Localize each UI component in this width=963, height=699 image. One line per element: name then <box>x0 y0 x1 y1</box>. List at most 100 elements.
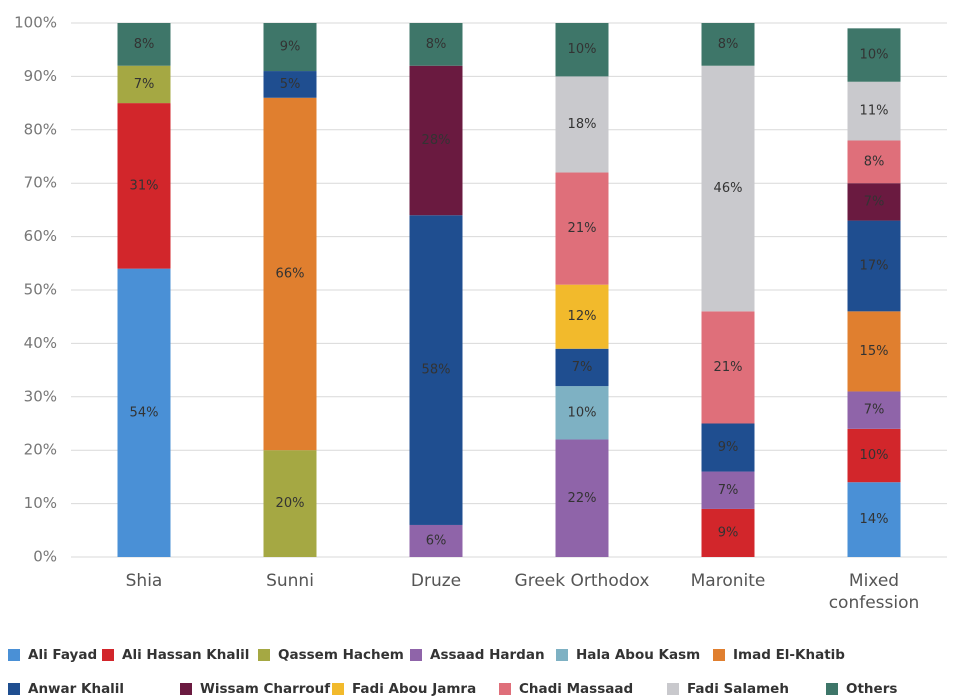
x-tick-label: Druze <box>411 571 461 591</box>
bar-segment <box>847 428 901 483</box>
value-label: 18% <box>568 117 597 132</box>
value-label: 22% <box>568 491 597 506</box>
x-tick-label-line: Mixed <box>849 571 899 591</box>
legend-label: Anwar Khalil <box>28 681 124 697</box>
value-label: 17% <box>860 258 889 273</box>
y-tick-label: 70% <box>24 174 57 192</box>
y-tick-label: 90% <box>24 67 57 85</box>
bar-segment <box>701 311 755 424</box>
value-label: 46% <box>714 181 743 196</box>
bar-segment <box>847 28 901 82</box>
legend-marker <box>8 649 20 661</box>
value-label: 21% <box>568 221 597 236</box>
bar-segment <box>117 268 171 557</box>
value-label: 6% <box>426 533 447 548</box>
value-label: 8% <box>864 154 885 169</box>
legend-label: Fadi Salameh <box>687 681 789 697</box>
legend-label: Ali Hassan Khalil <box>122 647 249 663</box>
y-tick-label: 100% <box>14 14 57 32</box>
bar-segment <box>847 140 901 184</box>
y-tick-label: 0% <box>33 548 57 566</box>
value-label: 8% <box>718 37 739 52</box>
value-label: 28% <box>422 133 451 148</box>
value-label: 15% <box>860 344 889 359</box>
legend-marker <box>713 649 725 661</box>
value-label: 7% <box>864 403 885 418</box>
value-label: 11% <box>860 104 889 119</box>
bar-segment <box>701 471 755 509</box>
legend-label: Hala Abou Kasm <box>576 647 700 663</box>
bar-segment <box>847 482 901 557</box>
bar-segment <box>263 71 317 98</box>
bar-segment <box>409 65 463 216</box>
y-tick-label: 10% <box>24 494 57 512</box>
bar-segment <box>555 172 609 285</box>
x-tick-label: Maronite <box>691 571 766 591</box>
value-label: 10% <box>568 42 597 57</box>
bar-segment <box>847 81 901 141</box>
y-tick-label: 20% <box>24 441 57 459</box>
legend-marker <box>332 683 344 695</box>
bar-segment <box>555 23 609 77</box>
bar-segment <box>409 524 463 557</box>
bar-segment <box>847 391 901 429</box>
legend-marker <box>499 683 511 695</box>
x-tick-label: Shia <box>126 571 163 591</box>
value-label: 7% <box>134 77 155 92</box>
value-label: 66% <box>276 266 305 281</box>
legend-label: Others <box>846 681 897 697</box>
y-tick-label: 60% <box>24 227 57 245</box>
bar-segment <box>701 423 755 472</box>
x-tick-label-line: confession <box>829 593 920 613</box>
legend-label: Chadi Massaad <box>519 681 633 697</box>
bar-segment <box>409 23 463 66</box>
bar-segment <box>555 76 609 173</box>
value-label: 7% <box>718 483 739 498</box>
value-label: 31% <box>130 178 159 193</box>
bar-segment <box>117 65 171 104</box>
legend-marker <box>556 649 568 661</box>
value-label: 9% <box>280 40 301 55</box>
value-label: 5% <box>280 77 301 92</box>
x-tick-label: Mixed confession <box>829 571 920 613</box>
bar-segment <box>263 450 317 557</box>
value-label: 10% <box>860 448 889 463</box>
legend-marker <box>8 683 20 695</box>
legend-marker <box>258 649 270 661</box>
bar-segment <box>409 215 463 525</box>
bar-segment <box>847 311 901 392</box>
bar-segment <box>555 348 609 387</box>
value-label: 9% <box>718 525 739 540</box>
y-tick-label: 40% <box>24 334 57 352</box>
x-tick-label: Greek Orthodox <box>515 571 650 591</box>
value-label: 20% <box>276 496 305 511</box>
legend-label: Wissam Charrouf <box>200 681 330 697</box>
value-label: 10% <box>860 48 889 63</box>
bar-segment <box>555 439 609 557</box>
value-label: 10% <box>568 405 597 420</box>
legend-marker <box>410 649 422 661</box>
bar-segment <box>263 23 317 72</box>
x-tick-label: Sunni <box>266 571 314 591</box>
legend-label: Fadi Abou Jamra <box>352 681 476 697</box>
value-label: 58% <box>422 363 451 378</box>
bar-segment <box>117 103 171 269</box>
legend-label: Assaad Hardan <box>430 647 545 663</box>
legend-label: Ali Fayad <box>28 647 97 663</box>
bar-segment <box>701 508 755 557</box>
value-label: 21% <box>714 360 743 375</box>
y-tick-label: 30% <box>24 387 57 405</box>
value-label: 12% <box>568 309 597 324</box>
legend-label: Qassem Hachem <box>278 647 404 663</box>
value-label: 8% <box>426 37 447 52</box>
bar-segment <box>117 23 171 66</box>
bar-segment <box>555 386 609 440</box>
legend-marker <box>826 683 838 695</box>
bar-segment <box>701 65 755 312</box>
y-tick-label: 80% <box>24 120 57 138</box>
bar-segment <box>263 97 317 451</box>
value-label: 54% <box>130 405 159 420</box>
bar-segment <box>847 220 901 312</box>
y-tick-label: 50% <box>24 281 57 299</box>
